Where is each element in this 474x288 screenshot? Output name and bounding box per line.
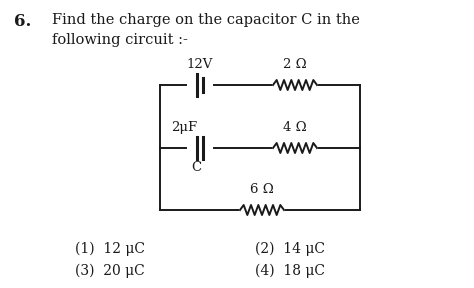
Text: (3)  20 μC: (3) 20 μC [75, 264, 145, 278]
Text: 6.: 6. [14, 13, 31, 30]
Text: 6 Ω: 6 Ω [250, 183, 274, 196]
Text: 2 Ω: 2 Ω [283, 58, 307, 71]
Text: 12V: 12V [187, 58, 213, 71]
Text: following circuit :-: following circuit :- [52, 33, 188, 47]
Text: 4 Ω: 4 Ω [283, 121, 307, 134]
Text: C: C [191, 161, 201, 174]
Text: 2μF: 2μF [171, 121, 197, 134]
Text: (1)  12 μC: (1) 12 μC [75, 242, 145, 256]
Text: (4)  18 μC: (4) 18 μC [255, 264, 325, 278]
Text: (2)  14 μC: (2) 14 μC [255, 242, 325, 256]
Text: Find the charge on the capacitor C in the: Find the charge on the capacitor C in th… [52, 13, 360, 27]
